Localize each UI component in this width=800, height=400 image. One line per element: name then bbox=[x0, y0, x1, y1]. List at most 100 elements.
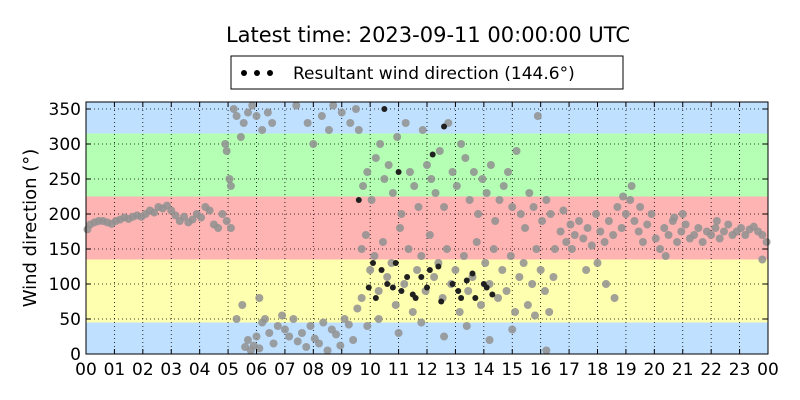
data-point bbox=[243, 108, 252, 117]
data-point-recent bbox=[418, 274, 425, 280]
data-point bbox=[596, 227, 605, 236]
data-point bbox=[587, 241, 596, 250]
data-point bbox=[349, 336, 358, 344]
data-point-recent bbox=[389, 284, 396, 291]
data-point bbox=[205, 206, 214, 215]
data-point bbox=[248, 101, 257, 110]
data-point bbox=[758, 231, 767, 239]
data-point bbox=[357, 245, 366, 253]
data-point bbox=[511, 308, 520, 316]
y-tick-label: 300 bbox=[49, 135, 81, 155]
y-tick-label: 50 bbox=[59, 310, 81, 330]
data-point bbox=[337, 108, 346, 117]
data-point bbox=[425, 231, 434, 239]
data-point bbox=[542, 346, 551, 355]
data-point bbox=[575, 217, 584, 225]
data-point bbox=[423, 161, 431, 169]
data-point bbox=[278, 311, 287, 320]
data-point bbox=[451, 266, 460, 274]
data-point bbox=[476, 301, 485, 309]
data-point bbox=[197, 213, 206, 222]
data-point bbox=[712, 217, 721, 225]
data-point bbox=[545, 308, 554, 316]
data-point-recent bbox=[472, 295, 479, 301]
data-point bbox=[643, 220, 652, 229]
data-point bbox=[384, 161, 393, 169]
data-point bbox=[188, 215, 197, 224]
x-tick-label: 08 bbox=[303, 360, 325, 380]
data-point bbox=[542, 196, 551, 204]
data-point bbox=[498, 266, 507, 274]
data-point bbox=[221, 140, 230, 148]
data-point bbox=[336, 341, 345, 350]
data-point bbox=[297, 329, 306, 337]
data-point bbox=[353, 304, 362, 313]
data-point bbox=[677, 227, 686, 236]
data-point bbox=[410, 182, 419, 190]
data-point bbox=[556, 227, 565, 236]
data-point bbox=[332, 330, 341, 339]
data-point bbox=[452, 182, 461, 190]
legend-marker bbox=[267, 70, 273, 76]
data-point bbox=[579, 234, 588, 243]
data-point bbox=[719, 227, 728, 236]
data-point bbox=[232, 315, 241, 323]
data-point bbox=[462, 322, 471, 330]
data-point bbox=[226, 182, 235, 190]
data-point bbox=[592, 210, 601, 218]
data-point bbox=[417, 252, 426, 260]
data-point-recent bbox=[395, 169, 402, 175]
data-point bbox=[634, 227, 643, 236]
data-point-recent bbox=[435, 263, 442, 270]
data-point bbox=[528, 280, 537, 288]
data-point bbox=[376, 140, 385, 148]
data-point bbox=[255, 294, 264, 302]
data-point bbox=[583, 224, 592, 232]
data-point bbox=[265, 329, 274, 337]
x-tick-label: 00 bbox=[757, 360, 779, 380]
data-point-recent bbox=[404, 274, 411, 280]
data-point bbox=[302, 343, 311, 351]
data-point bbox=[232, 112, 241, 120]
data-point bbox=[236, 133, 245, 141]
y-tick-label: 200 bbox=[49, 205, 81, 225]
data-point bbox=[499, 182, 508, 190]
data-point bbox=[317, 112, 326, 120]
x-tick-label: 23 bbox=[729, 360, 751, 380]
data-point bbox=[285, 332, 294, 341]
data-point bbox=[602, 280, 611, 288]
data-point bbox=[681, 220, 690, 229]
data-point bbox=[394, 329, 403, 337]
x-tick-label: 16 bbox=[530, 360, 552, 380]
data-point bbox=[516, 210, 525, 218]
data-point bbox=[464, 287, 473, 295]
data-point bbox=[408, 308, 417, 316]
data-point bbox=[293, 337, 302, 346]
data-point-recent bbox=[458, 295, 465, 301]
data-point bbox=[367, 196, 376, 204]
data-point-recent bbox=[455, 288, 462, 294]
data-point bbox=[532, 245, 541, 253]
data-point bbox=[465, 196, 474, 204]
data-point bbox=[525, 189, 534, 197]
y-tick-label: 100 bbox=[49, 275, 81, 295]
data-point bbox=[396, 224, 405, 232]
x-tick-label: 18 bbox=[587, 360, 609, 380]
data-point bbox=[393, 133, 402, 141]
data-point bbox=[387, 259, 396, 267]
data-point bbox=[508, 203, 517, 211]
data-point bbox=[609, 231, 618, 239]
data-point bbox=[309, 140, 318, 148]
data-point-recent bbox=[489, 291, 496, 298]
data-point bbox=[530, 311, 539, 320]
data-point bbox=[400, 280, 409, 288]
data-point bbox=[351, 105, 360, 113]
data-point bbox=[323, 346, 332, 355]
data-point bbox=[413, 266, 422, 274]
data-point bbox=[363, 168, 372, 176]
data-point bbox=[354, 126, 363, 134]
data-point bbox=[656, 245, 665, 253]
data-point bbox=[698, 238, 707, 246]
data-point-recent bbox=[469, 270, 476, 277]
